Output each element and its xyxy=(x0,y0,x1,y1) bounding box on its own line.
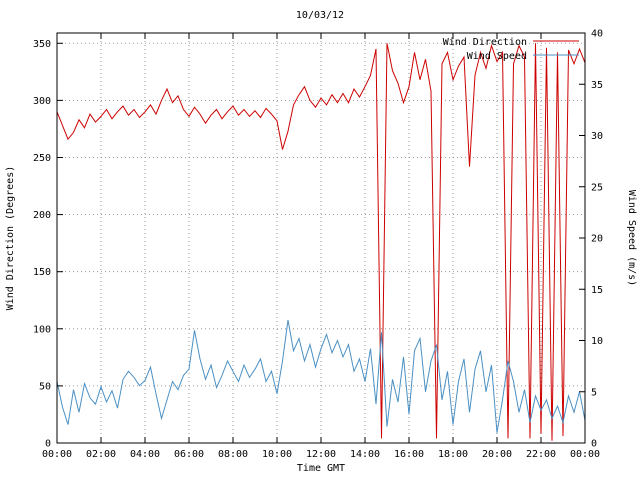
y-right-tick-label: 30 xyxy=(591,131,603,142)
y-left-tick-label: 200 xyxy=(33,210,51,221)
x-tick-label: 00:00 xyxy=(42,449,72,460)
x-tick-label: 12:00 xyxy=(306,449,336,460)
y-right-tick-label: 40 xyxy=(591,29,603,40)
y-right-tick-label: 10 xyxy=(591,336,603,347)
y-left-tick-label: 150 xyxy=(33,267,51,278)
axis-tick-labels: 00:00 02:00 04:00 06:00 08:00 10:00 12:00 14:00… xyxy=(33,29,603,461)
x-tick-label: 08:00 xyxy=(218,449,248,460)
x-tick-label: 04:00 xyxy=(130,449,160,460)
y-right-tick-label: 0 xyxy=(591,439,597,450)
x-tick-label: 02:00 xyxy=(86,449,116,460)
series-lines xyxy=(56,43,586,441)
y-left-tick-label: 0 xyxy=(45,439,51,450)
chart-title: 10/03/12 xyxy=(296,10,344,21)
y-right-tick-label: 5 xyxy=(591,387,597,398)
wind-speed-line xyxy=(56,319,586,433)
y-left-tick-label: 250 xyxy=(33,153,51,164)
legend-label-wind-speed: Wind Speed xyxy=(467,51,527,62)
plot-border xyxy=(56,32,586,444)
x-axis-label: Time GMT xyxy=(297,463,345,474)
y-right-tick-label: 25 xyxy=(591,182,603,193)
y-left-tick-label: 100 xyxy=(33,324,51,335)
y-left-tick-label: 300 xyxy=(33,96,51,107)
legend: Wind Direction Wind Speed xyxy=(443,37,579,62)
x-tick-label: 00:00 xyxy=(570,449,600,460)
x-tick-label: 16:00 xyxy=(394,449,424,460)
y-right-tick-label: 35 xyxy=(591,80,603,91)
y-right-tick-label: 20 xyxy=(591,234,603,245)
x-tick-label: 14:00 xyxy=(350,449,380,460)
x-tick-label: 18:00 xyxy=(438,449,468,460)
left-axis-label: Wind Direction (Degrees) xyxy=(5,166,16,311)
x-tick-label: 10:00 xyxy=(262,449,292,460)
y-left-tick-label: 350 xyxy=(33,39,51,50)
x-tick-label: 22:00 xyxy=(526,449,556,460)
x-tick-label: 06:00 xyxy=(174,449,204,460)
y-left-tick-label: 50 xyxy=(39,381,51,392)
x-tick-label: 20:00 xyxy=(482,449,512,460)
grid-lines xyxy=(56,33,586,444)
wind-direction-line xyxy=(56,43,586,441)
y-right-tick-label: 15 xyxy=(591,285,603,296)
legend-label-wind-direction: Wind Direction xyxy=(443,37,527,48)
right-axis-label: Wind Speed (m/s) xyxy=(626,190,637,286)
